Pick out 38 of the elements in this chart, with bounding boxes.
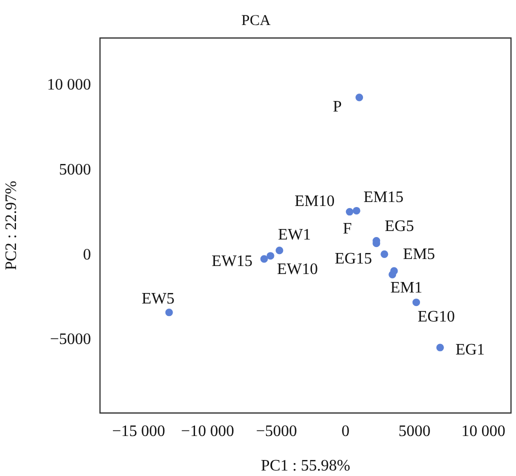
y-axis-title: PC2 : 22.97% — [2, 180, 20, 270]
y-tick-label: 10 000 — [47, 76, 91, 94]
x-axis-title: PC1 : 55.98% — [260, 458, 350, 475]
annotation: EM10 — [294, 192, 335, 210]
annotation: F — [342, 220, 352, 238]
point — [355, 94, 364, 102]
x-tick-label: −5000 — [256, 422, 298, 440]
annotation: P — [332, 98, 342, 116]
annotation: EW1 — [278, 226, 311, 244]
annotation: EM1 — [390, 280, 422, 297]
y-tick-label: 5000 — [59, 162, 91, 179]
x-tick-label: 0 — [341, 422, 350, 440]
annotation: EG10 — [418, 308, 455, 326]
annotation: EW5 — [142, 290, 175, 308]
point — [380, 250, 388, 258]
point — [388, 270, 396, 278]
y-tick-label: 0 — [83, 246, 91, 264]
x-tick-label: −10 000 — [181, 422, 234, 440]
point — [165, 308, 173, 316]
annotation: EW10 — [277, 261, 318, 278]
x-tick-label: −15 000 — [112, 422, 166, 440]
y-tick-label: −5000 — [50, 331, 91, 348]
point — [352, 206, 360, 215]
x-tick-label: 5000 — [398, 422, 430, 440]
annotation: EM5 — [403, 246, 436, 264]
chart-title: PCA — [241, 12, 271, 29]
annotation: EM15 — [364, 188, 404, 206]
point — [260, 255, 268, 263]
x-tick-label: 10 000 — [461, 422, 506, 440]
point — [276, 246, 284, 254]
point — [346, 208, 354, 216]
annotation: EW15 — [212, 253, 253, 270]
annotation: EG1 — [455, 342, 485, 359]
point — [412, 298, 420, 306]
point — [266, 252, 274, 260]
annotation: EG5 — [384, 218, 414, 235]
annotation: EG15 — [334, 250, 372, 268]
point — [436, 344, 444, 352]
